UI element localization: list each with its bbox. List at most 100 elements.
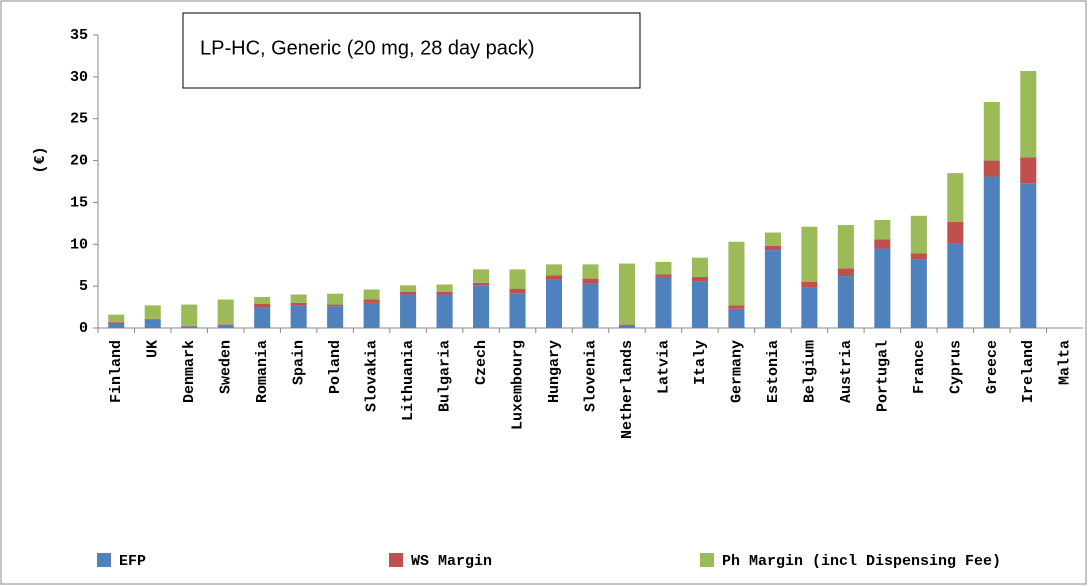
bar-segment — [327, 306, 344, 328]
bar-segment — [764, 250, 781, 328]
bar-segment — [983, 176, 1000, 328]
legend-label: EFP — [119, 553, 146, 570]
bar-segment — [728, 308, 745, 328]
bar-segment — [874, 239, 891, 249]
bar-segment — [436, 284, 453, 293]
bar-segment — [144, 318, 161, 320]
bar-segment — [582, 264, 599, 279]
bar-segment — [545, 279, 563, 328]
bar-segment — [801, 287, 818, 328]
y-axis-label: (€) — [32, 146, 49, 173]
bar-segment — [618, 324, 636, 326]
bar-segment — [509, 269, 526, 289]
bar-segment — [801, 281, 818, 288]
x-tick-label: Italy — [692, 340, 709, 385]
legend-swatch — [700, 553, 714, 567]
x-tick-label: Czech — [473, 340, 490, 385]
bar-segment — [837, 276, 854, 328]
x-tick-label: Belgium — [801, 340, 818, 403]
x-tick-label: UK — [145, 340, 162, 358]
bar-segment — [582, 283, 599, 328]
bar-segment — [618, 263, 636, 325]
bar-segment — [473, 285, 490, 328]
bar-segment — [837, 268, 854, 277]
x-tick-label: Finland — [108, 340, 125, 403]
bar-segment — [436, 292, 453, 295]
x-tick-label: Romania — [254, 340, 271, 403]
y-tick-label: 10 — [70, 236, 88, 253]
bar-segment — [400, 294, 417, 328]
bar-segment — [363, 289, 380, 300]
x-tick-label: Bulgaria — [437, 340, 454, 412]
y-tick-label: 35 — [70, 27, 88, 44]
x-tick-label: Sweden — [218, 340, 235, 394]
x-tick-label: Greece — [984, 340, 1001, 394]
x-tick-label: Ireland — [1020, 340, 1037, 403]
x-tick-label: Poland — [327, 340, 344, 394]
bar-segment — [217, 299, 234, 325]
x-tick-label: Cyprus — [947, 340, 964, 394]
bar-segment — [473, 282, 490, 286]
x-tick-label: Denmark — [181, 340, 198, 403]
bar-segment — [764, 232, 781, 246]
bar-segment — [655, 274, 672, 277]
x-tick-label: Slovenia — [582, 340, 599, 412]
bar-segment — [1020, 157, 1037, 184]
bar-segment — [290, 294, 307, 303]
bar-segment — [874, 248, 891, 328]
bar-segment — [801, 226, 818, 282]
bar-segment — [363, 299, 380, 303]
bar-segment — [144, 319, 161, 328]
bar-segment — [582, 278, 599, 284]
bar-segment — [327, 304, 344, 307]
x-tick-label: Luxembourg — [510, 340, 527, 430]
y-tick-label: 5 — [79, 278, 88, 295]
bar-segment — [509, 293, 526, 328]
y-tick-label: 30 — [70, 69, 88, 86]
bar-segment — [327, 293, 344, 305]
bar-segment — [400, 292, 417, 295]
bar-segment — [691, 281, 708, 328]
bar-segment — [545, 275, 563, 280]
bar-segment — [618, 325, 636, 328]
bar-segment — [910, 259, 927, 328]
bar-segment — [400, 285, 417, 293]
bar-segment — [108, 322, 125, 323]
bar-segment — [910, 253, 927, 260]
bar-segment — [947, 173, 964, 222]
bar-segment — [254, 297, 271, 304]
y-tick-label: 15 — [70, 194, 88, 211]
bar-segment — [181, 326, 198, 328]
bar-segment — [436, 294, 453, 328]
bar-segment — [363, 302, 380, 328]
bar-segment — [655, 261, 672, 275]
bar-segment — [290, 305, 307, 328]
bar-segment — [254, 307, 271, 328]
x-tick-label: France — [911, 340, 928, 394]
legend-label: Ph Margin (incl Dispensing Fee) — [722, 553, 1001, 570]
bar-segment — [947, 221, 964, 244]
bar-segment — [874, 220, 891, 240]
bar-segment — [509, 288, 526, 294]
x-tick-label: Portugal — [874, 340, 891, 412]
bar-segment — [108, 314, 125, 323]
x-tick-label: Hungary — [546, 340, 563, 403]
x-tick-label: Slovakia — [364, 340, 381, 412]
bar-segment — [108, 322, 125, 328]
bar-segment — [1020, 183, 1037, 328]
bar-segment — [290, 302, 307, 306]
x-tick-label: Austria — [838, 340, 855, 403]
bar-segment — [983, 160, 1000, 177]
y-tick-label: 20 — [70, 153, 88, 170]
bar-segment — [947, 243, 964, 328]
x-tick-label: Latvia — [655, 340, 672, 394]
bar-segment — [545, 264, 563, 276]
bar-segment — [181, 304, 198, 326]
bar-segment — [728, 305, 745, 309]
bar-segment — [655, 276, 672, 328]
x-tick-label: Netherlands — [619, 340, 636, 439]
bar-segment — [983, 101, 1000, 161]
bar-segment — [473, 269, 490, 283]
